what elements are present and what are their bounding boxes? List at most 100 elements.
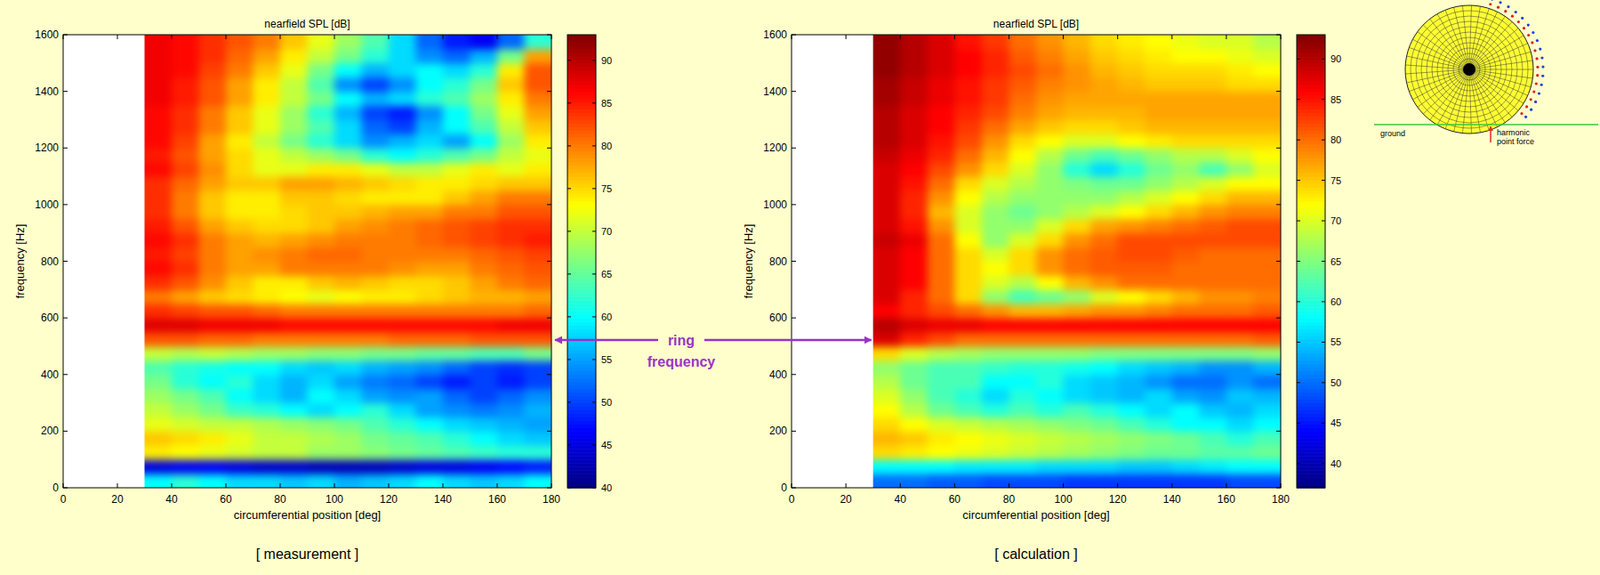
colorbar-step	[1296, 342, 1326, 347]
heatmap-cell	[927, 34, 956, 50]
heatmap-cell	[416, 317, 444, 333]
y-tick-label: 1000	[763, 198, 788, 211]
colorbar-step	[1296, 455, 1326, 460]
colorbar-step	[567, 353, 596, 358]
heatmap-cell	[1172, 374, 1200, 390]
colorbar-step	[1296, 349, 1326, 354]
heatmap-cell	[524, 190, 553, 206]
heatmap-cell	[470, 34, 499, 50]
colorbar-step	[567, 59, 596, 65]
colorbar-tick	[567, 315, 571, 317]
colorbar-tick-label: 70	[1330, 215, 1342, 226]
caption: [ measurement ]	[256, 546, 360, 562]
heatmap-cell	[981, 374, 1010, 390]
colorbar-tick	[1321, 381, 1326, 383]
heatmap-cell	[1198, 34, 1227, 50]
heatmap-cell	[1144, 345, 1173, 362]
mic-dot	[1506, 5, 1510, 9]
heatmap-cell	[470, 218, 499, 234]
colorbar-step	[567, 419, 596, 425]
heatmap-cell	[225, 91, 254, 107]
colorbar-step	[567, 240, 596, 245]
colorbar-step	[567, 236, 596, 242]
heatmap-cell	[927, 317, 956, 333]
heatmap-cell	[1090, 77, 1118, 93]
mesh-spoke	[1469, 21, 1512, 70]
colorbar-step	[567, 281, 596, 287]
heatmap-cell	[1172, 77, 1200, 93]
colorbar-step	[567, 257, 596, 263]
heatmap-cell	[1172, 261, 1200, 277]
colorbar-step	[1296, 281, 1326, 287]
colorbar-step	[567, 402, 596, 408]
heatmap-cell	[171, 105, 200, 121]
colorbar-step	[567, 70, 596, 75]
heatmap-cell	[361, 416, 390, 432]
heatmap-cell	[361, 317, 390, 333]
heatmap-cell	[954, 77, 982, 93]
colorbar-step	[1296, 165, 1326, 170]
heatmap-cell	[1008, 274, 1037, 290]
mic-dot	[1538, 48, 1542, 51]
colorbar-step	[1296, 399, 1326, 404]
heatmap-cell	[524, 374, 553, 390]
colorbar-step	[567, 222, 596, 227]
heatmap-cell	[1144, 402, 1173, 419]
heatmap-cell	[225, 204, 254, 220]
heatmap-cell	[199, 190, 227, 206]
heatmap-cell	[225, 402, 254, 419]
heatmap-cell	[199, 388, 227, 404]
heatmap-cell	[334, 444, 362, 460]
colorbar-step	[567, 38, 596, 43]
heatmap-cell	[280, 176, 308, 192]
heatmap-cell	[873, 77, 901, 93]
heatmap-cell	[171, 416, 200, 432]
plot-clip	[144, 34, 553, 488]
heatmap-cell	[873, 190, 901, 206]
x-tick	[225, 482, 227, 488]
colorbar-tick-label: 80	[601, 140, 612, 152]
heatmap-cell	[1117, 317, 1146, 333]
heatmap-cell	[361, 77, 390, 93]
colorbar-step	[567, 73, 596, 79]
heatmap-cell	[1172, 473, 1200, 488]
annotation-arrow	[704, 338, 872, 342]
heatmap-cell	[981, 345, 1010, 362]
heatmap-cell	[954, 444, 982, 460]
colorbar-step	[567, 233, 596, 238]
heatmap-cell	[1090, 161, 1118, 177]
heatmap-cell	[900, 388, 928, 404]
heatmap-cell	[981, 402, 1010, 419]
heatmap-cell	[1226, 402, 1255, 419]
y-tick	[546, 203, 552, 205]
heatmap-cell	[361, 430, 390, 446]
x-tick	[1225, 482, 1227, 488]
colorbar-tick	[1321, 98, 1326, 100]
heatmap-cell	[900, 261, 928, 277]
heatmap-cell	[873, 458, 901, 475]
heatmap-cell	[524, 247, 553, 263]
colorbar-step	[567, 254, 596, 259]
mic-dot	[1535, 81, 1538, 85]
heatmap-cell	[416, 204, 444, 220]
heatmap-cell	[1172, 48, 1200, 65]
colorbar-step	[1296, 448, 1326, 453]
heatmap-cell	[1226, 147, 1255, 163]
colorbar-step	[567, 172, 596, 177]
heatmap-cell	[470, 430, 499, 446]
heatmap-cell	[253, 105, 282, 121]
y-tick	[546, 373, 552, 375]
colorbar-step	[567, 434, 596, 439]
heatmap-cell	[1226, 133, 1255, 149]
colorbar-step	[1296, 303, 1326, 308]
heatmap-cell	[1036, 416, 1064, 432]
colorbar-step	[567, 458, 596, 464]
heatmap-cell	[1253, 77, 1281, 93]
heatmap-cell	[873, 204, 901, 220]
heatmap-cell	[1090, 63, 1118, 79]
heatmap-cell	[442, 91, 471, 107]
heatmap-cell	[225, 133, 254, 149]
heatmap-cell	[388, 331, 417, 347]
heatmap-cell	[470, 119, 499, 135]
heatmap-cell	[1063, 233, 1092, 249]
